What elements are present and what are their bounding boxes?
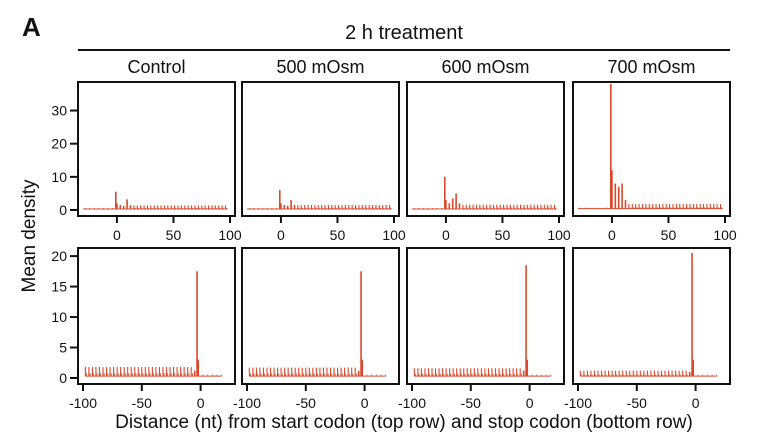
x-tick-label: 50: [166, 227, 182, 243]
y-tick-label: 10: [51, 169, 67, 185]
panel-top-1: 0 10 20 30 0 50 100: [51, 81, 242, 243]
x-tick-label: 0: [361, 395, 369, 411]
y-tick-label: 0: [59, 370, 67, 386]
x-tick-label: 0: [277, 227, 285, 243]
x-tick-label: 50: [330, 227, 346, 243]
panel-frame: [572, 81, 731, 217]
column-title-500-mosm: 500 mOsm: [276, 57, 365, 77]
y-tick-label: 10: [51, 309, 67, 325]
x-tick-label: 0: [526, 395, 534, 411]
panel-letter: A: [22, 12, 41, 42]
x-tick-label: 100: [547, 227, 571, 243]
y-tick-label: 30: [51, 103, 67, 119]
panel-frame: [241, 247, 400, 385]
panel-bottom-2: -100 -50 0: [233, 247, 400, 411]
column-title-700-mosm: 700 mOsm: [607, 57, 696, 77]
panel-bottom-4: -100 -50 0: [564, 247, 731, 411]
y-tick-label: 20: [51, 136, 67, 152]
panel-top-4: 0 50 100: [572, 81, 737, 243]
y-tick-label: 15: [51, 279, 67, 295]
x-tick-label: -100: [564, 395, 592, 411]
panel-frame: [241, 81, 400, 217]
x-tick-label: -50: [461, 395, 481, 411]
y-tick-label: 20: [51, 248, 67, 264]
x-tick-label: 100: [713, 227, 737, 243]
x-tick-label: 0: [113, 227, 121, 243]
x-tick-label: -50: [296, 395, 316, 411]
x-axis-label: Distance (nt) from start codon (top row)…: [115, 412, 693, 433]
panel-frame: [406, 81, 565, 217]
y-tick-label: 5: [59, 340, 67, 356]
panel-frame: [77, 81, 236, 217]
column-title-600-mosm: 600 mOsm: [441, 57, 530, 77]
x-tick-label: -100: [69, 395, 97, 411]
panel-frame: [406, 247, 565, 385]
column-title-control: Control: [127, 57, 186, 77]
x-tick-label: 0: [692, 395, 700, 411]
panel-frame: [572, 247, 731, 385]
x-tick-label: 100: [382, 227, 406, 243]
x-tick-label: -50: [627, 395, 647, 411]
x-tick-label: 0: [442, 227, 450, 243]
x-tick-label: 50: [661, 227, 677, 243]
treatment-title: 2 h treatment: [345, 22, 463, 44]
panel-frame: [77, 247, 236, 385]
panel-bottom-3: -100 -50 0: [398, 247, 565, 411]
treatment-bracket-line: [78, 49, 730, 51]
x-tick-label: 0: [197, 395, 205, 411]
panel-top-3: 0 50 100: [406, 81, 571, 243]
x-tick-label: 50: [495, 227, 511, 243]
x-tick-label: 100: [218, 227, 242, 243]
panel-top-2: 0 50 100: [241, 81, 406, 243]
x-tick-label: -100: [233, 395, 261, 411]
x-tick-label: -50: [132, 395, 152, 411]
x-tick-label: 0: [608, 227, 616, 243]
panel-bottom-1: 0 5 10 15 20 -100 -50 0: [51, 247, 236, 411]
y-tick-label: 0: [59, 202, 67, 218]
x-tick-label: -100: [398, 395, 426, 411]
